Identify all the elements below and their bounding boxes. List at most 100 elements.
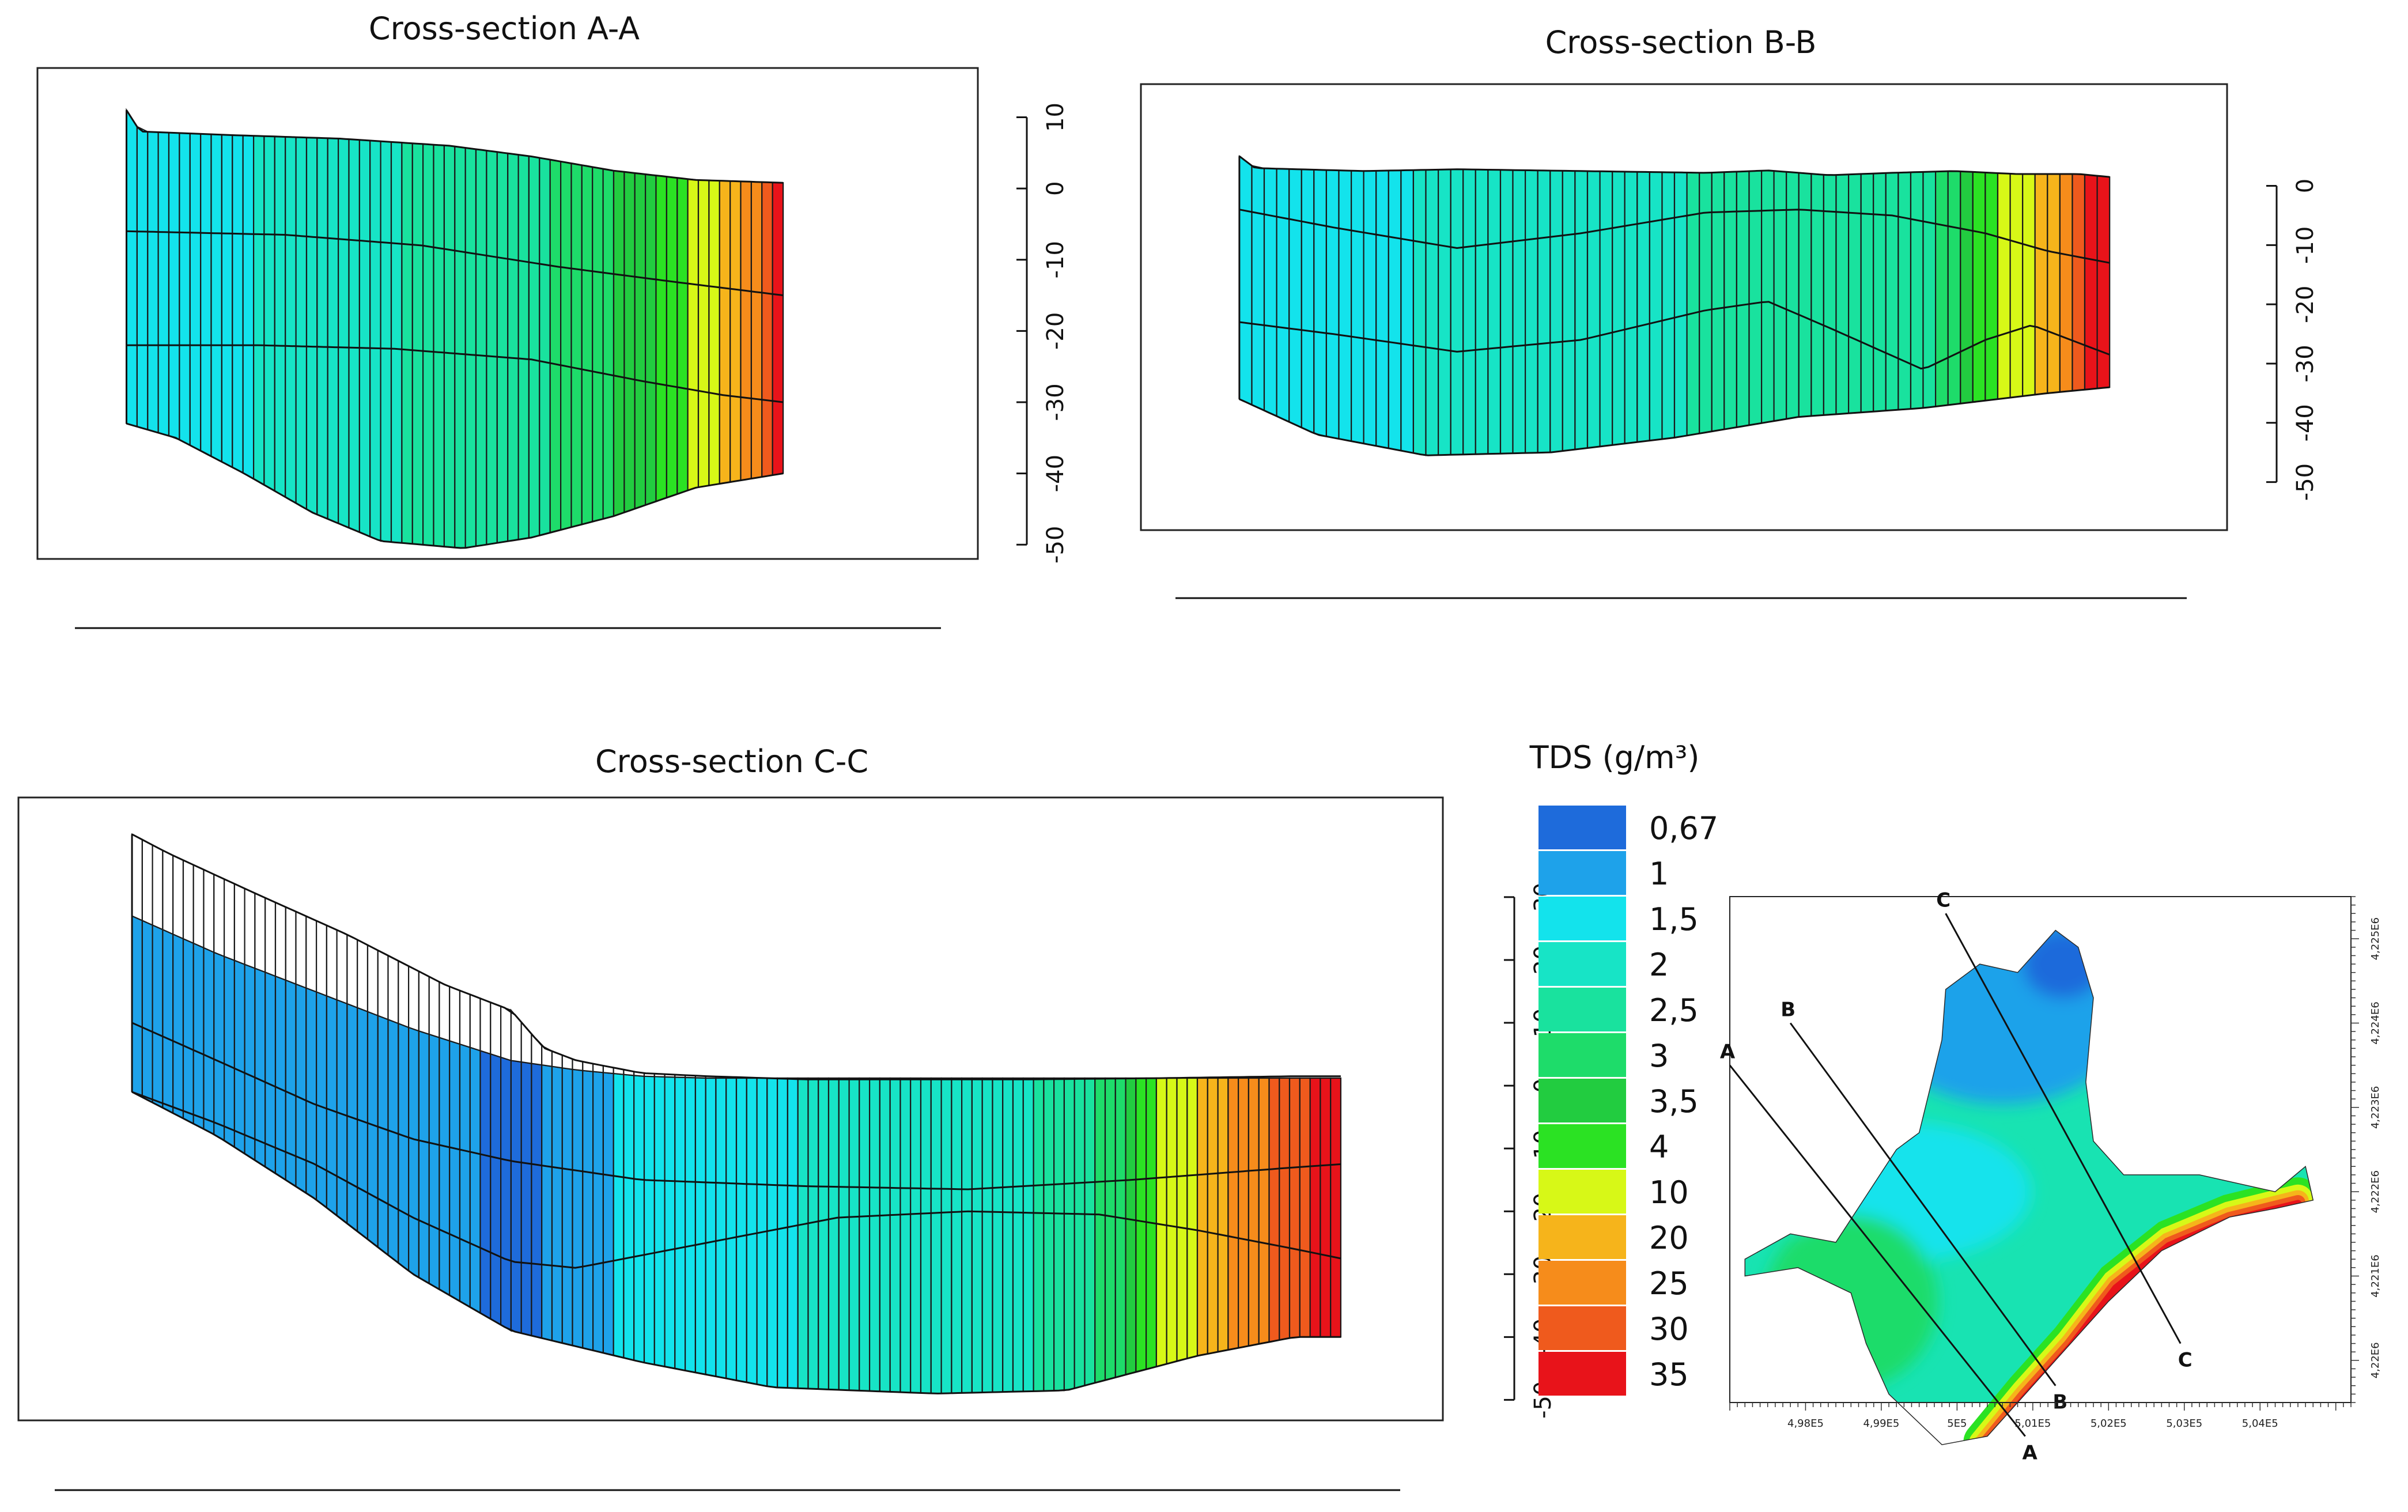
y-tick-label: 0 [2292, 179, 2319, 193]
profile-cell [1325, 169, 1340, 440]
profile-cell [719, 180, 731, 485]
profile-cell [326, 995, 338, 1217]
profile-cell [490, 1053, 502, 1326]
profile-cell [807, 1077, 819, 1390]
section-title: Cross-section B-B [1545, 24, 1817, 61]
aquifer-bottom-line [131, 1091, 1341, 1394]
profile-cell [705, 1077, 717, 1378]
profile-cell [357, 1007, 369, 1241]
profile-cell [1338, 169, 1352, 443]
profile-cell [570, 162, 583, 528]
profile-cell [366, 1010, 379, 1249]
profile-cell [1624, 171, 1638, 445]
profile-cell [623, 1073, 635, 1362]
profile-cell [687, 178, 700, 492]
profile-cell [838, 1077, 850, 1391]
profile-cell [666, 176, 678, 499]
profile-cell [859, 1077, 871, 1392]
legend-label: 35 [1649, 1356, 1689, 1393]
legend-label: 2,5 [1649, 992, 1699, 1029]
dry-cell [336, 929, 348, 1005]
profile-cell [189, 133, 202, 452]
profile-cell [551, 1065, 563, 1344]
plot-frame [36, 67, 979, 560]
dry-cell [192, 864, 205, 949]
profile-cell [2059, 173, 2073, 393]
profile-cell [1574, 170, 1589, 451]
ground-surface-line [131, 833, 1341, 1080]
profile-cell [1104, 1077, 1116, 1381]
profile-cell [1263, 167, 1277, 418]
profile-cell [1525, 169, 1538, 454]
profile-cell [920, 1077, 932, 1394]
profile-cell [348, 138, 361, 534]
y-tick-label: -30 [1042, 383, 1069, 421]
profile-cell [1947, 170, 1961, 406]
profile-cell [561, 1067, 573, 1347]
profile-cell [2071, 173, 2086, 392]
legend-title: TDS (g/m³) [1529, 739, 1700, 776]
legend-swatch [1538, 1352, 1626, 1396]
profile-cell [2047, 173, 2061, 394]
profile-cell [192, 942, 205, 1131]
profile-cell [422, 143, 434, 547]
profile-cell [1033, 1077, 1045, 1392]
profile-cell [602, 168, 615, 520]
profile-cell [221, 134, 233, 468]
plot-frame [1140, 83, 2228, 531]
map-x-tick-label: 5,04E5 [2242, 1418, 2278, 1430]
profile-cell [992, 1077, 1004, 1393]
y-tick-label: -50 [2292, 463, 2319, 501]
profile-cell [676, 177, 689, 495]
map-x-tick-label: 5,02E5 [2091, 1418, 2127, 1430]
cross-section-2: Cross-section C-C3020100-10-20-30-40-50 [17, 743, 1556, 1491]
profile-cell [684, 1076, 697, 1374]
profile-cell [126, 108, 138, 428]
profile-cell [507, 152, 519, 542]
profile-cell [797, 1077, 809, 1390]
map-y-tick-label: 4,22E6 [2369, 1342, 2381, 1378]
profile-cell [940, 1077, 952, 1394]
section-title: Cross-section A-A [369, 10, 640, 47]
legend-swatch [1538, 942, 1626, 986]
map-x-tick-label: 4,99E5 [1863, 1418, 1899, 1430]
profile-cell [623, 171, 636, 513]
profile-cell [210, 133, 222, 463]
profile-cell [1711, 171, 1725, 432]
layer-boundary-1 [1239, 209, 2110, 264]
dry-cell [326, 924, 338, 1001]
profile-cell [761, 181, 773, 478]
profile-cell [1425, 169, 1439, 456]
profile-cell [428, 1033, 440, 1291]
profile-cell [443, 145, 456, 549]
profile-cell [1002, 1077, 1014, 1393]
profile-cell [520, 1061, 532, 1337]
dry-cell [141, 838, 153, 927]
profile-cell [1114, 1077, 1126, 1378]
profile-cell [1186, 1077, 1199, 1360]
dry-cell [357, 939, 369, 1013]
profile-cell [1997, 172, 2011, 400]
dry-cell [500, 1005, 512, 1062]
profile-cell [1084, 1077, 1096, 1387]
dry-cell [479, 997, 492, 1055]
section-label-start: A [1720, 1041, 1736, 1064]
map-x-tick-label: 5,01E5 [2014, 1418, 2051, 1430]
section-line-C [1945, 913, 2182, 1344]
dry-cell [305, 915, 317, 993]
profile-cell [469, 1046, 481, 1314]
profile-cell [613, 1072, 625, 1359]
profile-cell [961, 1077, 973, 1394]
profile-cell [285, 136, 297, 504]
profile-cell [1330, 1077, 1341, 1338]
profile-cell [729, 180, 742, 483]
profile-cell [2022, 173, 2036, 397]
profile-cell [401, 142, 413, 545]
legend-swatch [1538, 1170, 1626, 1214]
legend-label: 1 [1649, 856, 1669, 892]
profile-cell [1972, 171, 1986, 403]
layer-boundary-2 [131, 1091, 1341, 1269]
profile-cell [1922, 171, 1937, 409]
section-label-end: C [2178, 1349, 2192, 1372]
y-tick-label: -30 [2292, 345, 2319, 382]
